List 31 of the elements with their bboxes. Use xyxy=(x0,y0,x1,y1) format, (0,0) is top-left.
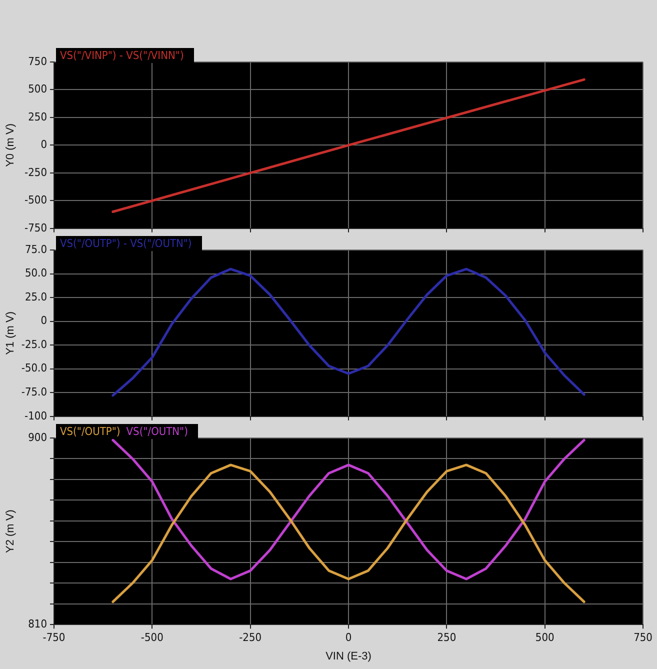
y-tick-label: 50.0 xyxy=(24,266,47,280)
x-tick-label: 0 xyxy=(345,631,352,644)
y-tick-label: -750 xyxy=(24,221,47,234)
y-tick-label: -25.0 xyxy=(21,338,47,351)
y-tick-label: 0 xyxy=(40,314,47,328)
x-tick-label: -250 xyxy=(239,631,262,644)
text: VS("/OUTP") - VS("/OUTN") xyxy=(60,237,192,250)
y-tick-label: -250 xyxy=(24,166,47,179)
y-axis-title: Y0 (m V) xyxy=(4,123,17,167)
y-tick-label: -50.0 xyxy=(21,362,47,375)
x-tick-label: 500 xyxy=(535,631,554,644)
y-tick-label: 900 xyxy=(28,430,47,444)
y-tick-label: 75.0 xyxy=(24,242,47,256)
x-tick-label: -500 xyxy=(140,631,164,644)
y-tick-label: 810 xyxy=(28,617,47,630)
y-tick-label: 500 xyxy=(28,82,47,96)
x-axis-title: VIN (E-3) xyxy=(326,650,372,662)
y-tick-label: 0 xyxy=(40,138,47,152)
x-tick-label: 250 xyxy=(437,631,456,644)
y-tick-label: 25.0 xyxy=(24,290,47,304)
y-tick-label: 750 xyxy=(28,54,47,68)
text: VS("/OUTP") xyxy=(60,425,120,438)
series-label: VS("/OUTN") xyxy=(126,425,188,438)
y-tick-label: -75.0 xyxy=(21,385,47,398)
y-tick-label: -500 xyxy=(24,194,47,207)
text: VS("/VINP") - VS("/VINN") xyxy=(60,49,184,62)
y-axis-title: Y2 (m V) xyxy=(4,510,17,554)
y-tick-label: 250 xyxy=(28,110,47,124)
x-tick-label: 750 xyxy=(634,631,652,644)
y-tick-label: -100 xyxy=(24,409,47,422)
y-axis-title: Y1 (m V) xyxy=(4,311,17,355)
